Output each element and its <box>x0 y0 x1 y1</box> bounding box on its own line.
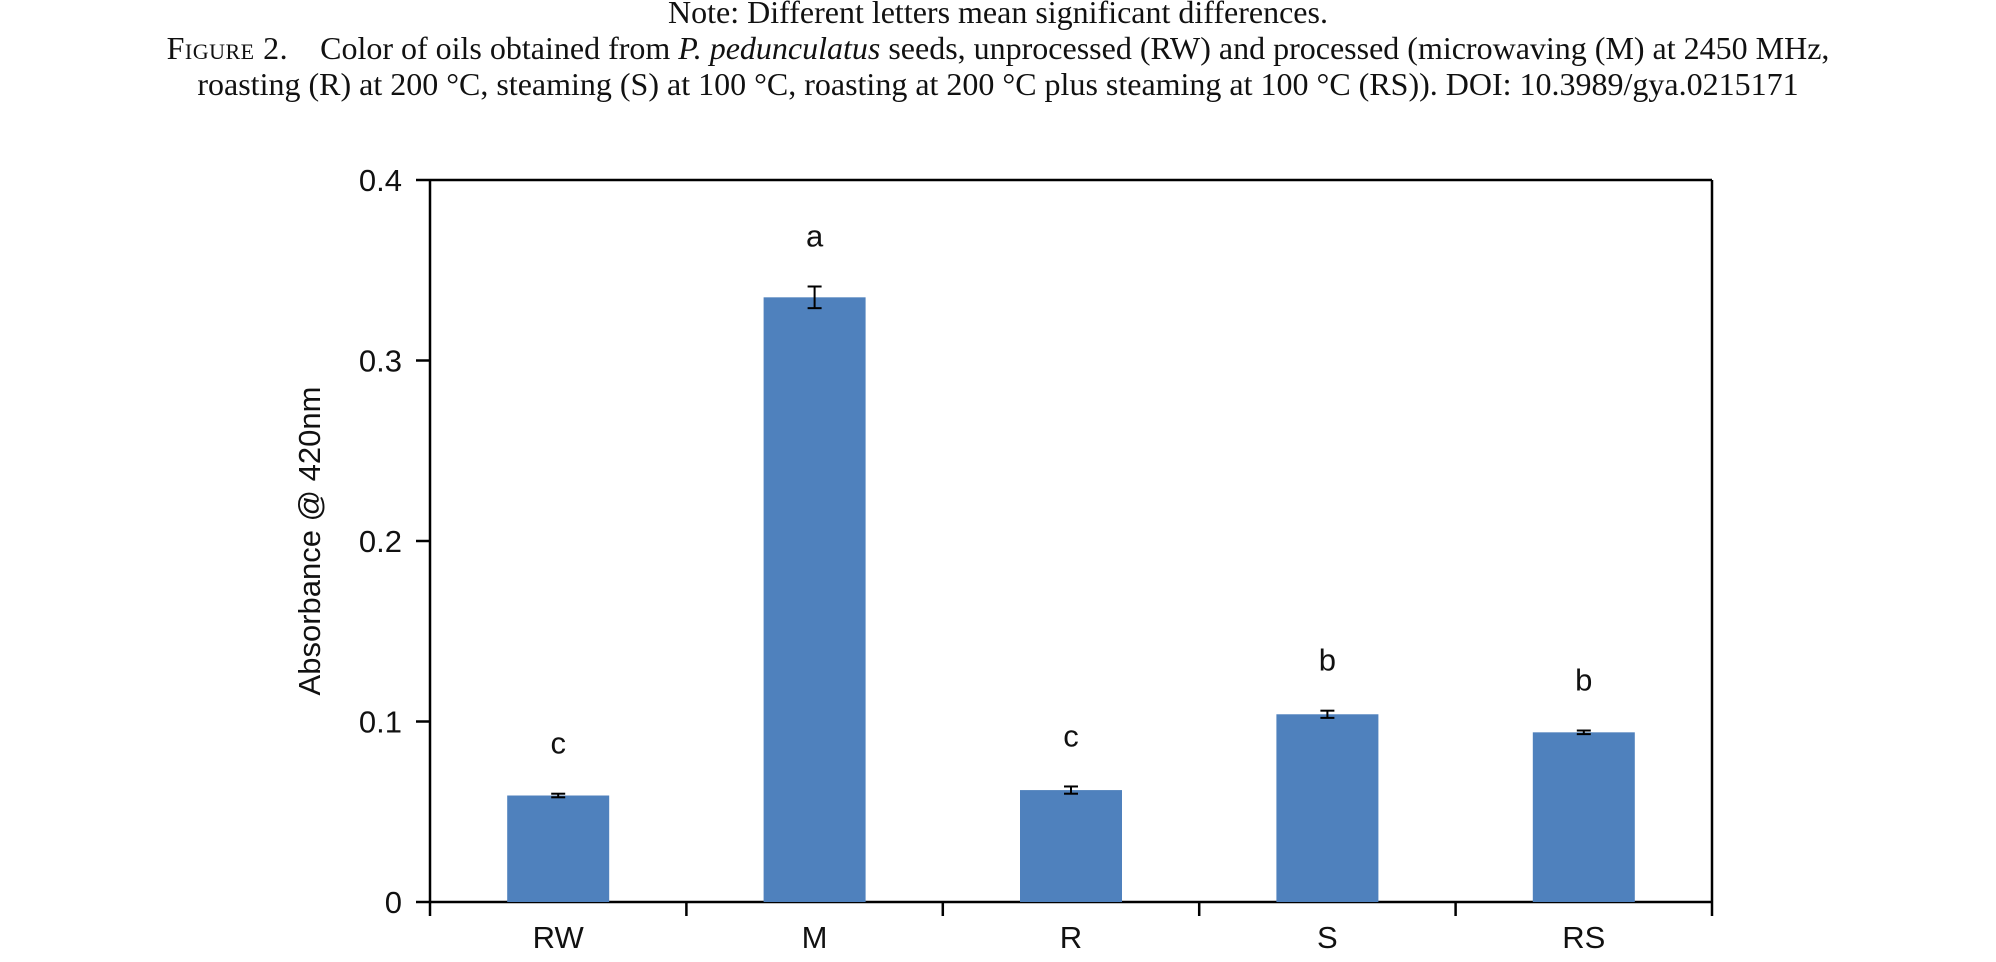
figure-note: Note: Different letters mean significant… <box>668 0 1328 30</box>
x-axis-ticks: RW M R S RS <box>428 902 1714 955</box>
significance-letter-RW: c <box>550 726 566 761</box>
x-tick-label-RS: RS <box>1562 920 1605 955</box>
y-axis-label: Absorbance @ 420nm <box>292 387 327 696</box>
bars-group <box>507 297 1635 902</box>
x-tick-label-M: M <box>802 920 828 955</box>
caption-text-start: Color of oils obtained from <box>320 30 679 66</box>
bar-M <box>763 297 866 902</box>
bar-RS <box>1532 732 1635 902</box>
significance-letters-group: c a c b b <box>550 218 1592 760</box>
x-tick-label-R: R <box>1060 920 1082 955</box>
significance-letter-M: a <box>806 218 824 253</box>
y-axis-ticks: 0 0.1 0.2 0.3 0.4 <box>359 163 430 920</box>
significance-letter-R: c <box>1063 718 1079 753</box>
x-tick-label-RW: RW <box>533 920 585 955</box>
y-tick-label: 0 <box>385 885 402 920</box>
species-name: P. pedunculatus <box>678 30 881 66</box>
bar-S <box>1276 714 1379 902</box>
caption-line-2: roasting (R) at 200 °C, steaming (S) at … <box>197 66 1799 102</box>
bar-R <box>1020 790 1122 902</box>
significance-letter-S: b <box>1319 643 1336 678</box>
caption-line-1: Figure 2. Color of oils obtained from P.… <box>20 30 1976 66</box>
bar-RW <box>507 795 610 902</box>
y-tick-label: 0.1 <box>359 705 402 740</box>
caption-text-end: seeds, unprocessed (RW) and processed (m… <box>880 30 1830 66</box>
x-tick-label-S: S <box>1317 920 1338 955</box>
figure-caption: Figure 2. Color of oils obtained from P.… <box>20 30 1976 102</box>
y-tick-label: 0.4 <box>359 163 402 198</box>
error-bars-group <box>551 285 1591 799</box>
y-tick-label: 0.3 <box>359 344 402 379</box>
y-tick-label: 0.2 <box>359 524 402 559</box>
figure-label: Figure 2. <box>166 30 289 66</box>
significance-letter-RS: b <box>1575 663 1592 698</box>
